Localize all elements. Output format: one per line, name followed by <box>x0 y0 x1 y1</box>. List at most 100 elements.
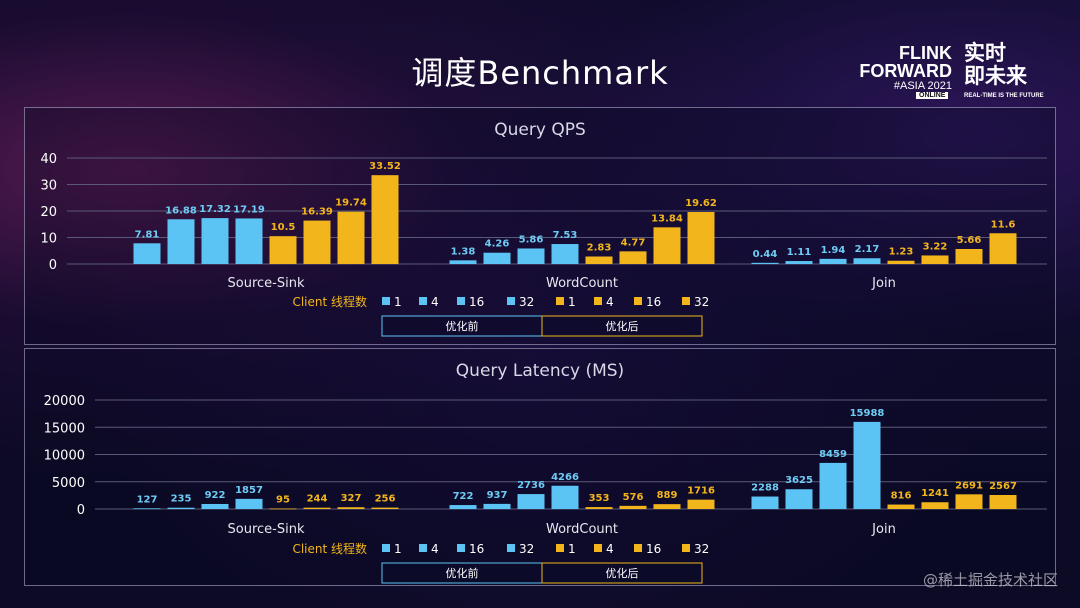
category-label: WordCount <box>546 522 618 537</box>
bar <box>921 502 949 509</box>
bar <box>785 261 813 264</box>
data-label: 1.38 <box>451 246 476 257</box>
legend-label: 1 <box>394 542 402 556</box>
y-tick-label: 40 <box>40 152 57 167</box>
legend-title: Client 线程数 <box>292 294 367 309</box>
data-label: 7.53 <box>553 230 578 241</box>
data-label: 889 <box>657 490 678 501</box>
after-group-label: 优化后 <box>606 319 639 333</box>
data-label: 3.22 <box>923 241 948 252</box>
bar <box>785 489 813 509</box>
data-label: 722 <box>453 491 474 502</box>
legend-label: 1 <box>568 295 576 309</box>
bar <box>687 499 715 509</box>
legend-label: 16 <box>646 542 661 556</box>
data-label: 922 <box>205 490 226 501</box>
bar <box>303 507 331 509</box>
watermark: @稀土掘金技术社区 <box>922 571 1058 589</box>
bar <box>269 508 297 510</box>
bar <box>483 503 511 509</box>
data-label: 353 <box>589 493 610 504</box>
data-label: 0.44 <box>753 249 778 260</box>
legend-label: 4 <box>431 295 439 309</box>
y-tick-label: 15000 <box>44 421 85 436</box>
data-label: 2736 <box>517 480 545 491</box>
data-label: 33.52 <box>369 161 401 172</box>
data-label: 11.6 <box>991 219 1016 230</box>
category-label: Source-Sink <box>228 522 305 537</box>
bar <box>687 212 715 264</box>
data-label: 937 <box>487 490 508 501</box>
data-label: 127 <box>137 494 158 505</box>
y-tick-label: 0 <box>77 503 85 518</box>
logo-chinese-text: 实时 即未来 <box>964 41 1027 88</box>
bar <box>371 507 399 509</box>
bar <box>585 256 613 264</box>
legend-swatch <box>556 297 564 305</box>
bar <box>619 251 647 264</box>
latency-chart-panel: Query Latency (MS) 0 5000 10000 15000 20000 12… <box>24 348 1056 586</box>
bar <box>819 258 847 264</box>
bar <box>167 219 195 264</box>
bar <box>751 496 779 509</box>
y-tick-label: 5000 <box>52 476 85 491</box>
bar <box>269 236 297 264</box>
bar <box>955 494 983 509</box>
data-label: 4266 <box>551 472 579 483</box>
data-label: 256 <box>375 494 396 505</box>
y-tick-label: 20000 <box>44 394 85 409</box>
data-label: 8459 <box>819 449 847 460</box>
legend-label: 32 <box>694 542 709 556</box>
data-label: 2.17 <box>855 244 880 255</box>
bar <box>449 505 477 509</box>
data-label: 235 <box>171 494 192 505</box>
data-label: 4.26 <box>485 239 510 250</box>
legend-swatch <box>556 544 564 552</box>
legend-swatch <box>382 544 390 552</box>
bar <box>819 462 847 509</box>
data-label: 2691 <box>955 480 983 491</box>
logo-tagline: REAL-TIME IS THE FUTURE <box>964 93 1044 99</box>
legend-label: 32 <box>694 295 709 309</box>
data-label: 816 <box>891 491 912 502</box>
legend-label: 4 <box>606 542 614 556</box>
y-tick-label: 30 <box>40 179 57 194</box>
data-label: 1857 <box>235 485 263 496</box>
y-tick-label: 0 <box>49 258 57 273</box>
category-label: Join <box>871 276 896 291</box>
before-group-label: 优化前 <box>446 566 479 580</box>
bar <box>653 227 681 264</box>
legend-swatch <box>507 297 515 305</box>
legend-swatch <box>594 297 602 305</box>
bar <box>201 503 229 509</box>
qps-chart-panel: Query QPS 0 10 20 30 40 7.81 16.88 17.32 17.19 10.… <box>24 107 1056 345</box>
bar <box>337 507 365 509</box>
bar <box>921 255 949 264</box>
data-label: 10.5 <box>271 222 296 233</box>
before-group-label: 优化前 <box>446 319 479 333</box>
legend-swatch <box>457 297 465 305</box>
bar <box>201 218 229 264</box>
legend-label: 16 <box>646 295 661 309</box>
y-tick-label: 10000 <box>44 449 85 464</box>
legend-swatch <box>457 544 465 552</box>
bar <box>989 495 1017 509</box>
logo-flink-text: FLINK FORWARD <box>859 43 952 81</box>
chart-title: Query Latency (MS) <box>456 361 624 381</box>
bar <box>337 211 365 264</box>
legend-swatch <box>682 544 690 552</box>
data-label: 16.88 <box>165 205 197 216</box>
bar <box>517 248 545 264</box>
data-label: 15988 <box>850 408 885 419</box>
data-label: 1241 <box>921 488 949 499</box>
data-label: 244 <box>307 494 328 505</box>
logo-online-badge: ONLINE <box>916 92 949 99</box>
bar <box>551 244 579 264</box>
logo-asia-text: #ASIA 2021 <box>893 80 952 92</box>
category-label: Source-Sink <box>228 276 305 291</box>
flink-forward-logo: FLINK FORWARD #ASIA 2021 ONLINE 实时 即未来 REA… <box>852 40 1052 104</box>
data-label: 2567 <box>989 481 1017 492</box>
data-label: 7.81 <box>135 229 160 240</box>
legend-label: 16 <box>469 542 484 556</box>
